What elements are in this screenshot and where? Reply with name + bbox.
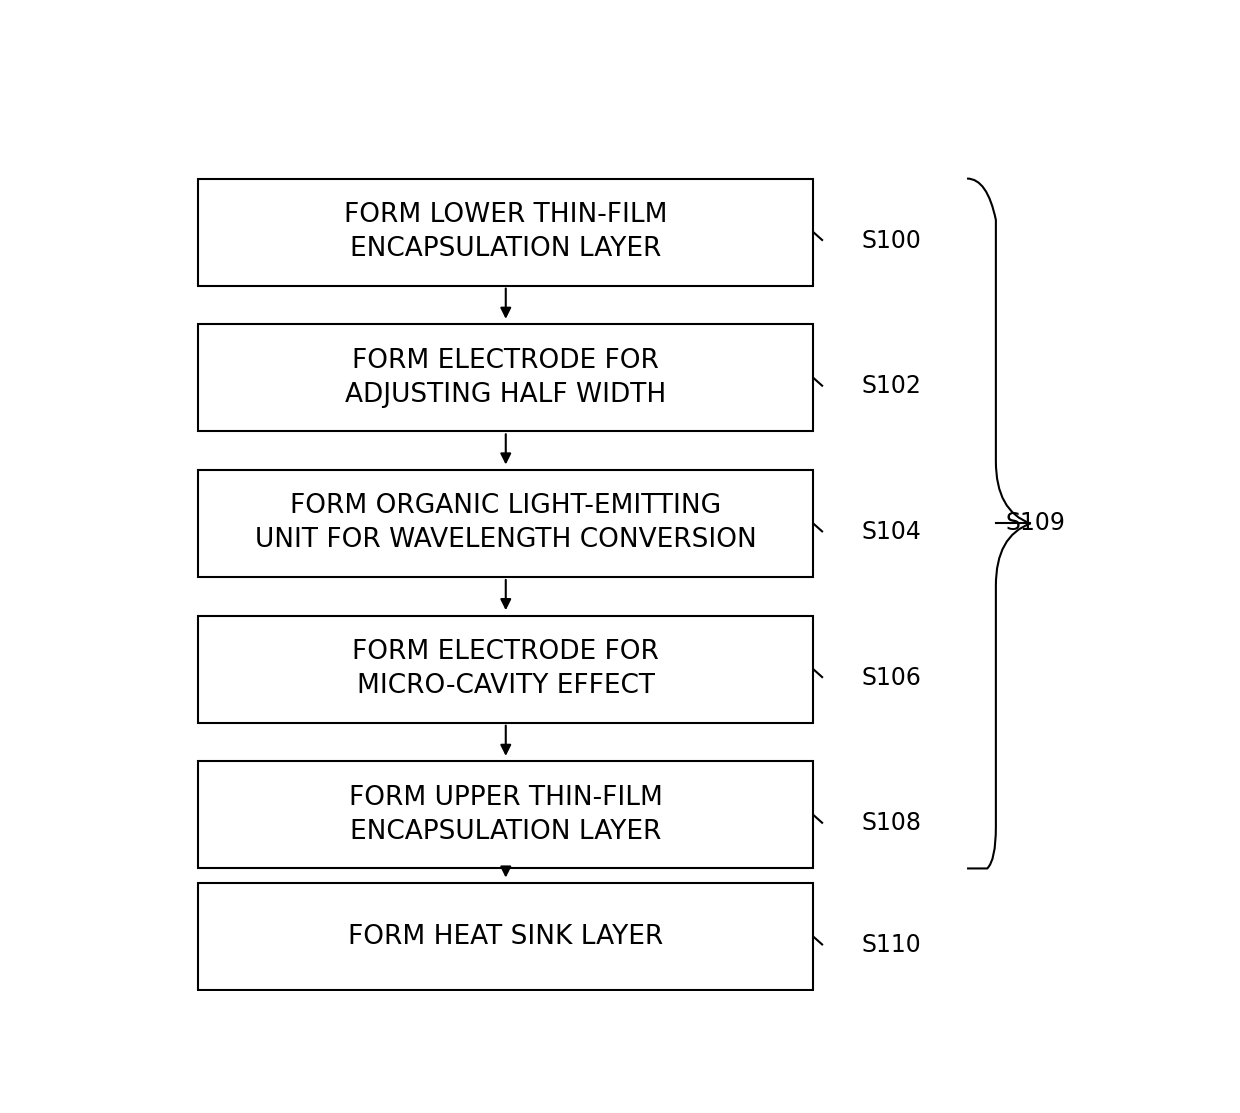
Bar bbox=[198, 615, 813, 722]
Bar bbox=[198, 178, 813, 286]
Text: FORM UPPER THIN-FILM
ENCAPSULATION LAYER: FORM UPPER THIN-FILM ENCAPSULATION LAYER bbox=[348, 785, 662, 845]
Text: S106: S106 bbox=[862, 666, 921, 690]
Text: S100: S100 bbox=[862, 228, 921, 253]
Text: S108: S108 bbox=[862, 811, 921, 836]
Text: FORM ELECTRODE FOR
MICRO-CAVITY EFFECT: FORM ELECTRODE FOR MICRO-CAVITY EFFECT bbox=[352, 639, 660, 699]
Text: S104: S104 bbox=[862, 520, 921, 544]
Text: FORM LOWER THIN-FILM
ENCAPSULATION LAYER: FORM LOWER THIN-FILM ENCAPSULATION LAYER bbox=[343, 203, 667, 263]
Bar bbox=[198, 470, 813, 577]
Text: S110: S110 bbox=[862, 933, 921, 957]
Bar bbox=[198, 324, 813, 432]
Text: FORM ORGANIC LIGHT-EMITTING
UNIT FOR WAVELENGTH CONVERSION: FORM ORGANIC LIGHT-EMITTING UNIT FOR WAV… bbox=[255, 493, 756, 553]
Text: S109: S109 bbox=[1006, 512, 1065, 535]
Bar bbox=[198, 761, 813, 868]
Text: FORM ELECTRODE FOR
ADJUSTING HALF WIDTH: FORM ELECTRODE FOR ADJUSTING HALF WIDTH bbox=[345, 347, 666, 407]
Bar bbox=[198, 883, 813, 991]
Text: S102: S102 bbox=[862, 374, 921, 398]
Text: FORM HEAT SINK LAYER: FORM HEAT SINK LAYER bbox=[348, 924, 663, 949]
